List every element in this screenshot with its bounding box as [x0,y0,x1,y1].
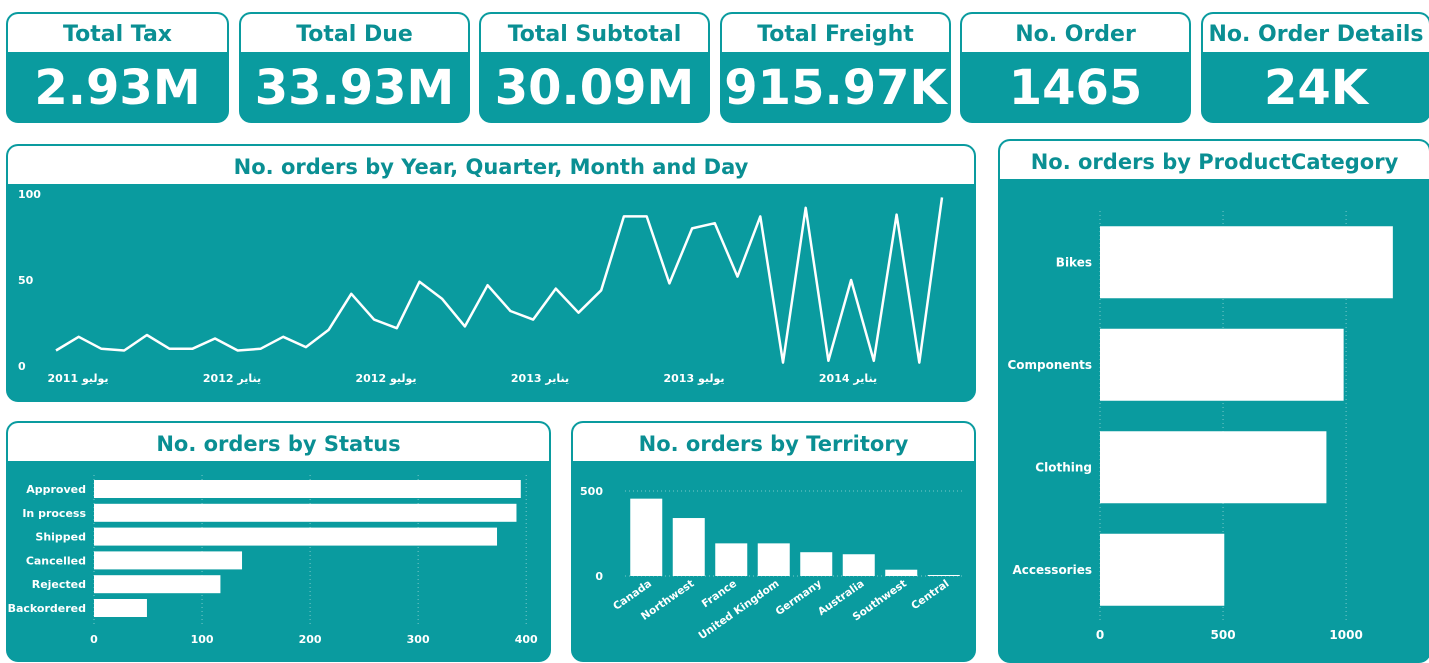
x-tick-label: 300 [407,633,430,646]
x-tick-label: يناير 2014 [819,372,877,385]
bar [927,574,960,576]
x-tick-label: يوليو 2013 [664,372,725,385]
kpi-card-total-subtotal: Total Subtotal 30.09M [479,12,710,123]
bar [1100,431,1327,504]
kpi-card-no-order-details: No. Order Details 24K [1201,12,1429,123]
y-tick-label: 100 [18,188,41,201]
kpi-value: 1465 [1008,60,1143,116]
chart-title: No. orders by ProductCategory [1000,141,1429,181]
bar [94,599,147,617]
chart-title: No. orders by Status [8,423,549,463]
bar [885,569,918,576]
x-tick-label: 1000 [1329,628,1362,642]
kpi-value: 30.09M [494,60,695,116]
kpi-value: 2.93M [34,60,201,116]
orders-by-date-chart[interactable]: 0 50 100 يوليو 2011 يناير 2012 يوليو 2012 يناي… [8,186,974,400]
chart-title: No. orders by Year, Quarter, Month and D… [8,146,974,186]
category-label: In process [22,507,86,520]
kpi-value: 915.97K [724,60,947,116]
x-tick-label: 0 [90,633,98,646]
category-label: Cancelled [26,554,86,567]
x-tick-label: 0 [1096,628,1104,642]
x-tick-label: يناير 2012 [203,372,261,385]
kpi-label: Total Freight [722,14,949,54]
category-label: France [700,578,739,611]
kpi-label: Total Tax [8,14,227,54]
y-tick-label: 0 [18,360,26,373]
category-label: Bikes [1056,255,1092,269]
category-label: Rejected [32,578,86,591]
bar [630,498,663,576]
category-label: Central [909,578,951,613]
x-tick-label: يوليو 2012 [356,372,417,385]
kpi-card-no-order: No. Order 1465 [960,12,1191,123]
x-tick-label: يناير 2013 [511,372,569,385]
bar [94,503,517,522]
x-tick-label: 200 [299,633,322,646]
orders-by-territory-chart-panel: No. orders by Territory 0 500 Canada Northw… [571,421,976,662]
orders-by-category-chart[interactable]: 0 500 1000 Bikes Components Clothing Accessori… [1000,181,1429,661]
category-label: Components [1008,358,1093,372]
bar [715,543,748,576]
bar [842,554,875,576]
x-tick-label: يوليو 2011 [48,372,109,385]
kpi-value: 24K [1264,60,1368,116]
category-label: Accessories [1013,563,1093,577]
kpi-card-total-tax: Total Tax 2.93M [6,12,229,123]
bar [94,575,221,594]
category-label: Shipped [35,531,86,544]
kpi-label: No. Order [962,14,1189,54]
kpi-card-total-due: Total Due 33.93M [239,12,470,123]
kpi-value: 33.93M [254,60,455,116]
category-label: Germany [773,578,824,618]
bar [94,527,498,546]
y-tick-label: 50 [18,274,34,287]
x-tick-label: 400 [515,633,538,646]
series-line [55,197,944,364]
bar [757,543,790,576]
orders-by-category-chart-panel: No. orders by ProductCategory 0 500 1000 Bi… [998,139,1429,663]
bar [1100,328,1344,401]
y-tick-label: 0 [595,570,603,583]
bar [800,552,833,576]
kpi-label: Total Subtotal [481,14,708,54]
x-tick-label: 500 [1211,628,1236,642]
kpi-label: No. Order Details [1203,14,1429,54]
y-tick-label: 500 [580,485,603,498]
orders-by-status-chart-panel: No. orders by Status 0 100 200 300 400 Approv… [6,421,551,662]
kpi-card-total-freight: Total Freight 915.97K [720,12,951,123]
kpi-label: Total Due [241,14,468,54]
bar [1100,226,1393,299]
bar [94,480,521,498]
bar [94,551,243,570]
chart-title: No. orders by Territory [573,423,974,463]
category-label: Approved [26,483,86,496]
x-tick-label: 100 [191,633,214,646]
category-label: United Kingdom [697,578,782,643]
category-label: Backordered [8,602,86,615]
orders-by-status-chart[interactable]: 0 100 200 300 400 Approved In process Shipped Ca… [8,463,549,660]
orders-by-date-chart-panel: No. orders by Year, Quarter, Month and D… [6,144,976,402]
bar [1100,533,1225,606]
bar [672,518,705,576]
category-label: Clothing [1035,460,1092,474]
